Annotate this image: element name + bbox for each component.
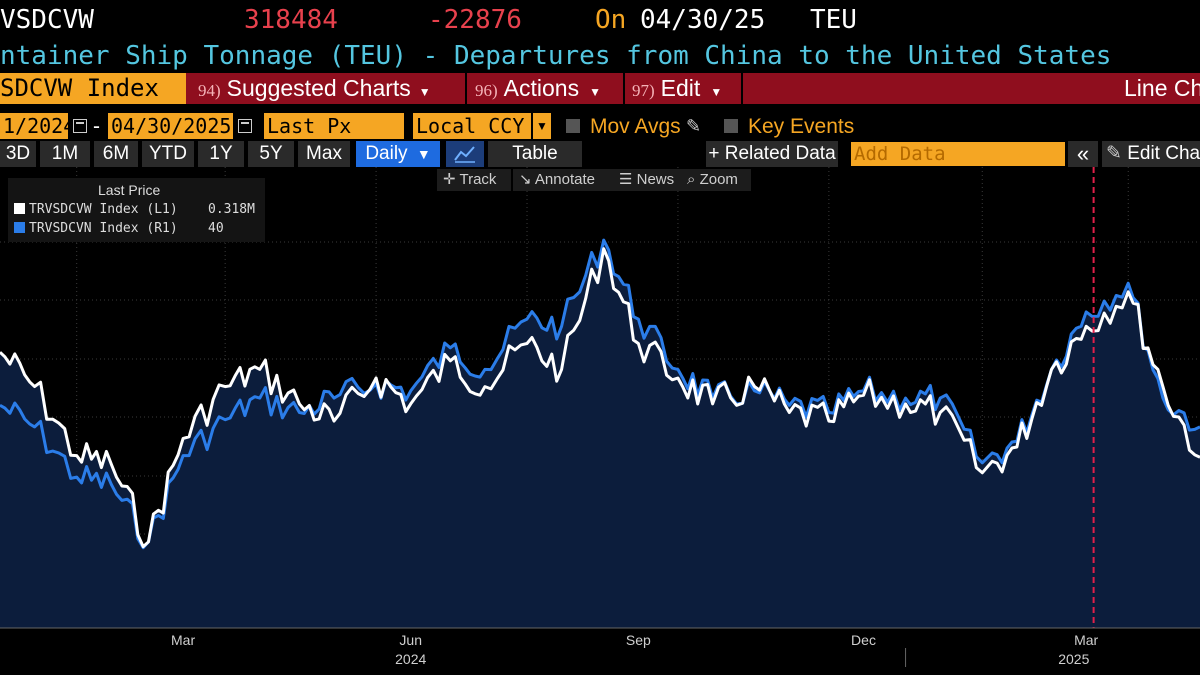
- legend-row[interactable]: TRVSDCVN Index (R1) 40: [14, 221, 224, 236]
- caret-down-icon: ▼: [589, 85, 601, 99]
- chevron-down-icon[interactable]: ▼: [533, 113, 551, 139]
- currency-select[interactable]: Local CCY: [413, 113, 531, 139]
- calendar-icon[interactable]: [73, 119, 87, 133]
- caret-down-icon: ▼: [416, 146, 431, 162]
- menu-label: Edit: [660, 75, 701, 101]
- x-tick-label: Mar: [1074, 632, 1098, 648]
- legend-swatch: [14, 203, 25, 214]
- legend-value: 40: [208, 221, 224, 236]
- x-tick-label: Jun: [399, 632, 422, 648]
- table-button[interactable]: Table: [488, 141, 582, 167]
- pencil-icon: ✎: [1106, 143, 1122, 164]
- annotate-tool[interactable]: ↘ Annotate: [513, 169, 613, 191]
- legend-value: 0.318M: [208, 202, 255, 217]
- line-chart[interactable]: Mar Jun Sep Dec Mar 2024 2025: [0, 167, 1200, 675]
- period-row: 3D 1M 6M YTD 1Y 5Y Max Daily ▼ Table + R…: [0, 141, 1200, 167]
- calendar-icon[interactable]: [238, 119, 252, 133]
- menu-label: Actions: [503, 75, 580, 101]
- period-ytd[interactable]: YTD: [142, 141, 194, 167]
- actions-menu[interactable]: 96) Actions ▼: [475, 73, 601, 104]
- legend-swatch: [14, 222, 25, 233]
- related-data-button[interactable]: + Related Data: [706, 141, 838, 167]
- menu-separator: [741, 73, 743, 104]
- key-events-checkbox[interactable]: [724, 119, 738, 133]
- quote-unit: TEU: [810, 5, 857, 35]
- menu-bar: SDCVW Index 94) Suggested Charts ▼ 96) Acti…: [0, 73, 1200, 104]
- menu-number: 94): [198, 81, 221, 100]
- mov-avgs-checkbox[interactable]: [566, 119, 580, 133]
- period-6m[interactable]: 6M: [94, 141, 138, 167]
- ticker-symbol: VSDCVW: [0, 5, 94, 35]
- chart-legend: Last Price TRVSDCVW Index (L1) 0.318M TRV…: [8, 178, 265, 242]
- quote-bar: VSDCVW 318484 -22876 On 04/30/25 TEU: [0, 0, 1200, 40]
- annotate-label: Annotate: [534, 171, 595, 188]
- period-max[interactable]: Max: [298, 141, 350, 167]
- x-year-label: 2024: [395, 651, 426, 667]
- zoom-label: Zoom: [699, 171, 738, 188]
- date-dash: -: [93, 115, 100, 138]
- add-data-input[interactable]: Add Data: [851, 142, 1065, 166]
- pencil-icon[interactable]: ✎: [686, 116, 702, 136]
- period-1y[interactable]: 1Y: [198, 141, 244, 167]
- start-date-field[interactable]: 1/2024: [0, 113, 75, 139]
- news-icon: ☰: [619, 171, 633, 188]
- date-range-row: 1/2024 - 04/30/2025 Last Px Local CCY ▼ …: [0, 113, 1200, 140]
- x-tick-label: Sep: [626, 632, 651, 648]
- on-label: On: [595, 5, 627, 35]
- x-axis-ticks: Mar Jun Sep Dec Mar 2024 2025: [171, 632, 1099, 667]
- crosshair-icon: ✛: [443, 171, 456, 188]
- menu-number: 96): [475, 81, 498, 100]
- period-1m[interactable]: 1M: [40, 141, 90, 167]
- price-field-select[interactable]: Last Px: [264, 113, 404, 139]
- security-title: ntainer Ship Tonnage (TEU) - Departures …: [0, 41, 1112, 71]
- x-tick-label: Dec: [851, 632, 876, 648]
- line-chart-icon[interactable]: [446, 141, 484, 167]
- series-line-trvsdcvw: [0, 247, 1200, 549]
- edit-chart-button[interactable]: ✎ Edit Cha: [1102, 141, 1200, 167]
- legend-header: Last Price: [98, 182, 161, 198]
- menu-separator: [465, 73, 467, 104]
- frequency-select[interactable]: Daily ▼: [356, 141, 440, 167]
- legend-name: TRVSDCVN Index (R1): [29, 221, 178, 236]
- x-year-label: 2025: [1058, 651, 1089, 667]
- track-label: Track: [459, 171, 497, 188]
- quote-date: 04/30/25: [640, 5, 766, 35]
- caret-down-icon: ▼: [418, 85, 431, 99]
- collapse-icon[interactable]: «: [1068, 141, 1098, 167]
- suggested-charts-menu[interactable]: 94) Suggested Charts ▼: [198, 73, 431, 104]
- track-tool[interactable]: ✛ Track: [437, 169, 511, 191]
- news-tool[interactable]: ☰ News: [613, 169, 683, 191]
- magnifier-icon: ⌕: [687, 171, 696, 188]
- caret-down-icon: ▼: [710, 85, 723, 99]
- frequency-label: Daily: [365, 143, 408, 164]
- legend-row[interactable]: TRVSDCVW Index (L1) 0.318M: [14, 202, 255, 217]
- period-5y[interactable]: 5Y: [248, 141, 294, 167]
- last-value: 318484: [244, 5, 338, 35]
- edit-menu[interactable]: 97) Edit ▼: [632, 73, 722, 104]
- key-events-label[interactable]: Key Events: [748, 115, 855, 138]
- menu-number: 97): [632, 81, 655, 100]
- annotate-icon: ↘: [519, 171, 532, 188]
- series-line-trvsdcvn: [0, 238, 1200, 550]
- zoom-tool[interactable]: ⌕ Zoom: [681, 169, 751, 191]
- change-value: -22876: [428, 5, 522, 35]
- menu-label: Suggested Charts: [226, 75, 411, 101]
- period-3d[interactable]: 3D: [0, 141, 36, 167]
- area-fill: [0, 240, 1200, 628]
- x-tick-label: Mar: [171, 632, 195, 648]
- legend-name: TRVSDCVW Index (L1): [29, 202, 178, 217]
- chart-type-menu[interactable]: Line Ch: [1124, 75, 1200, 101]
- end-date-field[interactable]: 04/30/2025: [108, 113, 233, 139]
- edit-chart-label: Edit Cha: [1127, 143, 1200, 164]
- menu-separator: [623, 73, 625, 104]
- news-label: News: [636, 171, 675, 188]
- security-field[interactable]: SDCVW Index: [0, 73, 186, 104]
- mov-avgs-label[interactable]: Mov Avgs: [590, 115, 681, 138]
